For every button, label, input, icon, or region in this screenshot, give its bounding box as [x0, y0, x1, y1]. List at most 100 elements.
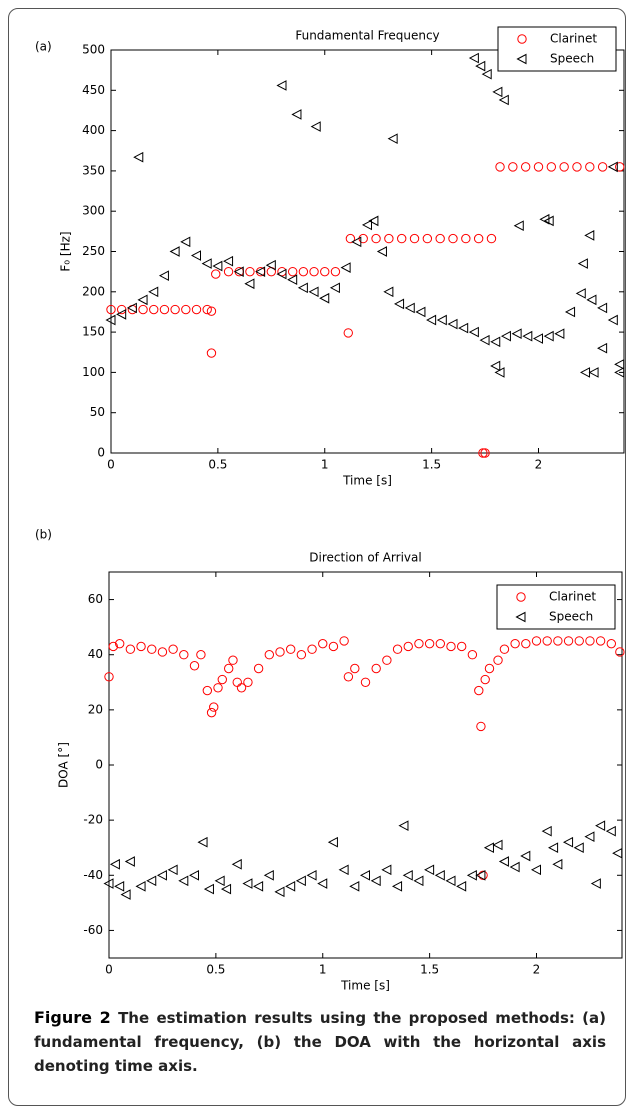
- point: [231, 858, 242, 870]
- point: [343, 672, 354, 682]
- point: [447, 318, 458, 330]
- point: [564, 306, 576, 318]
- point: [137, 294, 148, 306]
- point: [531, 636, 542, 646]
- point: [106, 304, 116, 315]
- point: [214, 875, 225, 887]
- legend-marker: [517, 34, 527, 44]
- y-tick-label: 500: [82, 43, 105, 57]
- point: [361, 219, 372, 231]
- point: [345, 233, 356, 244]
- point: [223, 266, 234, 277]
- point: [552, 858, 563, 870]
- legend-box: [497, 26, 617, 72]
- caption-label: Figure 2: [34, 1008, 111, 1027]
- point: [468, 52, 479, 64]
- point: [382, 655, 392, 665]
- point: [376, 246, 387, 257]
- y-tick-label: 100: [82, 365, 105, 379]
- point: [492, 86, 503, 98]
- x-axis-label: Time [s]: [340, 979, 390, 993]
- x-axis-label: Time [s]: [342, 474, 392, 488]
- legend-label: Clarinet: [549, 590, 596, 604]
- point: [114, 880, 125, 892]
- point: [287, 266, 298, 277]
- point: [615, 162, 625, 172]
- point: [264, 650, 275, 660]
- point: [319, 292, 330, 304]
- point: [206, 707, 217, 718]
- point: [461, 233, 471, 244]
- point: [317, 878, 328, 889]
- point: [318, 638, 328, 649]
- point: [533, 162, 544, 172]
- point: [109, 858, 120, 870]
- point: [475, 60, 486, 72]
- point: [481, 68, 492, 80]
- point: [559, 162, 569, 172]
- point: [486, 233, 497, 244]
- point: [562, 836, 574, 848]
- point: [255, 266, 266, 277]
- point: [158, 270, 169, 282]
- point: [233, 266, 244, 277]
- point: [597, 162, 608, 172]
- point: [575, 288, 586, 299]
- point: [606, 638, 617, 649]
- point: [103, 878, 114, 889]
- point: [242, 878, 253, 889]
- point: [456, 880, 467, 892]
- point: [480, 674, 490, 685]
- point: [329, 282, 340, 294]
- point: [595, 820, 606, 831]
- point: [546, 162, 557, 172]
- figure: (a) Fundamental Frequency Time [s] F₀ [Hz] 0…: [35, 26, 625, 993]
- point: [276, 268, 287, 280]
- point: [309, 266, 319, 277]
- point: [577, 258, 588, 269]
- point: [480, 448, 490, 458]
- point: [306, 869, 317, 881]
- plot-area: [108, 571, 623, 959]
- point: [435, 233, 445, 244]
- point: [475, 869, 486, 881]
- x-tick-label: 2: [535, 458, 543, 472]
- point: [614, 359, 625, 370]
- point: [474, 685, 484, 696]
- point: [209, 702, 219, 712]
- point: [124, 856, 135, 867]
- point: [188, 869, 199, 881]
- point: [520, 850, 531, 862]
- point: [191, 304, 202, 315]
- point: [473, 233, 484, 244]
- point: [605, 825, 616, 837]
- point: [498, 94, 509, 106]
- point: [285, 644, 296, 654]
- point: [349, 880, 360, 892]
- point: [245, 266, 255, 277]
- chart-title: Direction of Arrival: [309, 551, 421, 565]
- point: [448, 233, 458, 244]
- point: [607, 161, 618, 173]
- point: [371, 663, 381, 674]
- y-axis-label: F₀ [Hz]: [59, 231, 73, 271]
- point: [212, 260, 223, 272]
- point: [424, 638, 435, 649]
- point: [434, 869, 445, 881]
- point: [479, 334, 490, 346]
- point: [197, 836, 208, 848]
- point: [397, 233, 407, 244]
- point: [492, 839, 503, 851]
- legend-label: Speech: [549, 610, 593, 624]
- point: [265, 259, 276, 271]
- point: [543, 215, 554, 227]
- point: [224, 663, 234, 674]
- point: [508, 162, 518, 172]
- point: [196, 650, 206, 660]
- point: [340, 262, 351, 273]
- point: [532, 333, 543, 344]
- legend-box: [496, 584, 616, 630]
- point: [211, 269, 221, 279]
- point: [136, 641, 146, 652]
